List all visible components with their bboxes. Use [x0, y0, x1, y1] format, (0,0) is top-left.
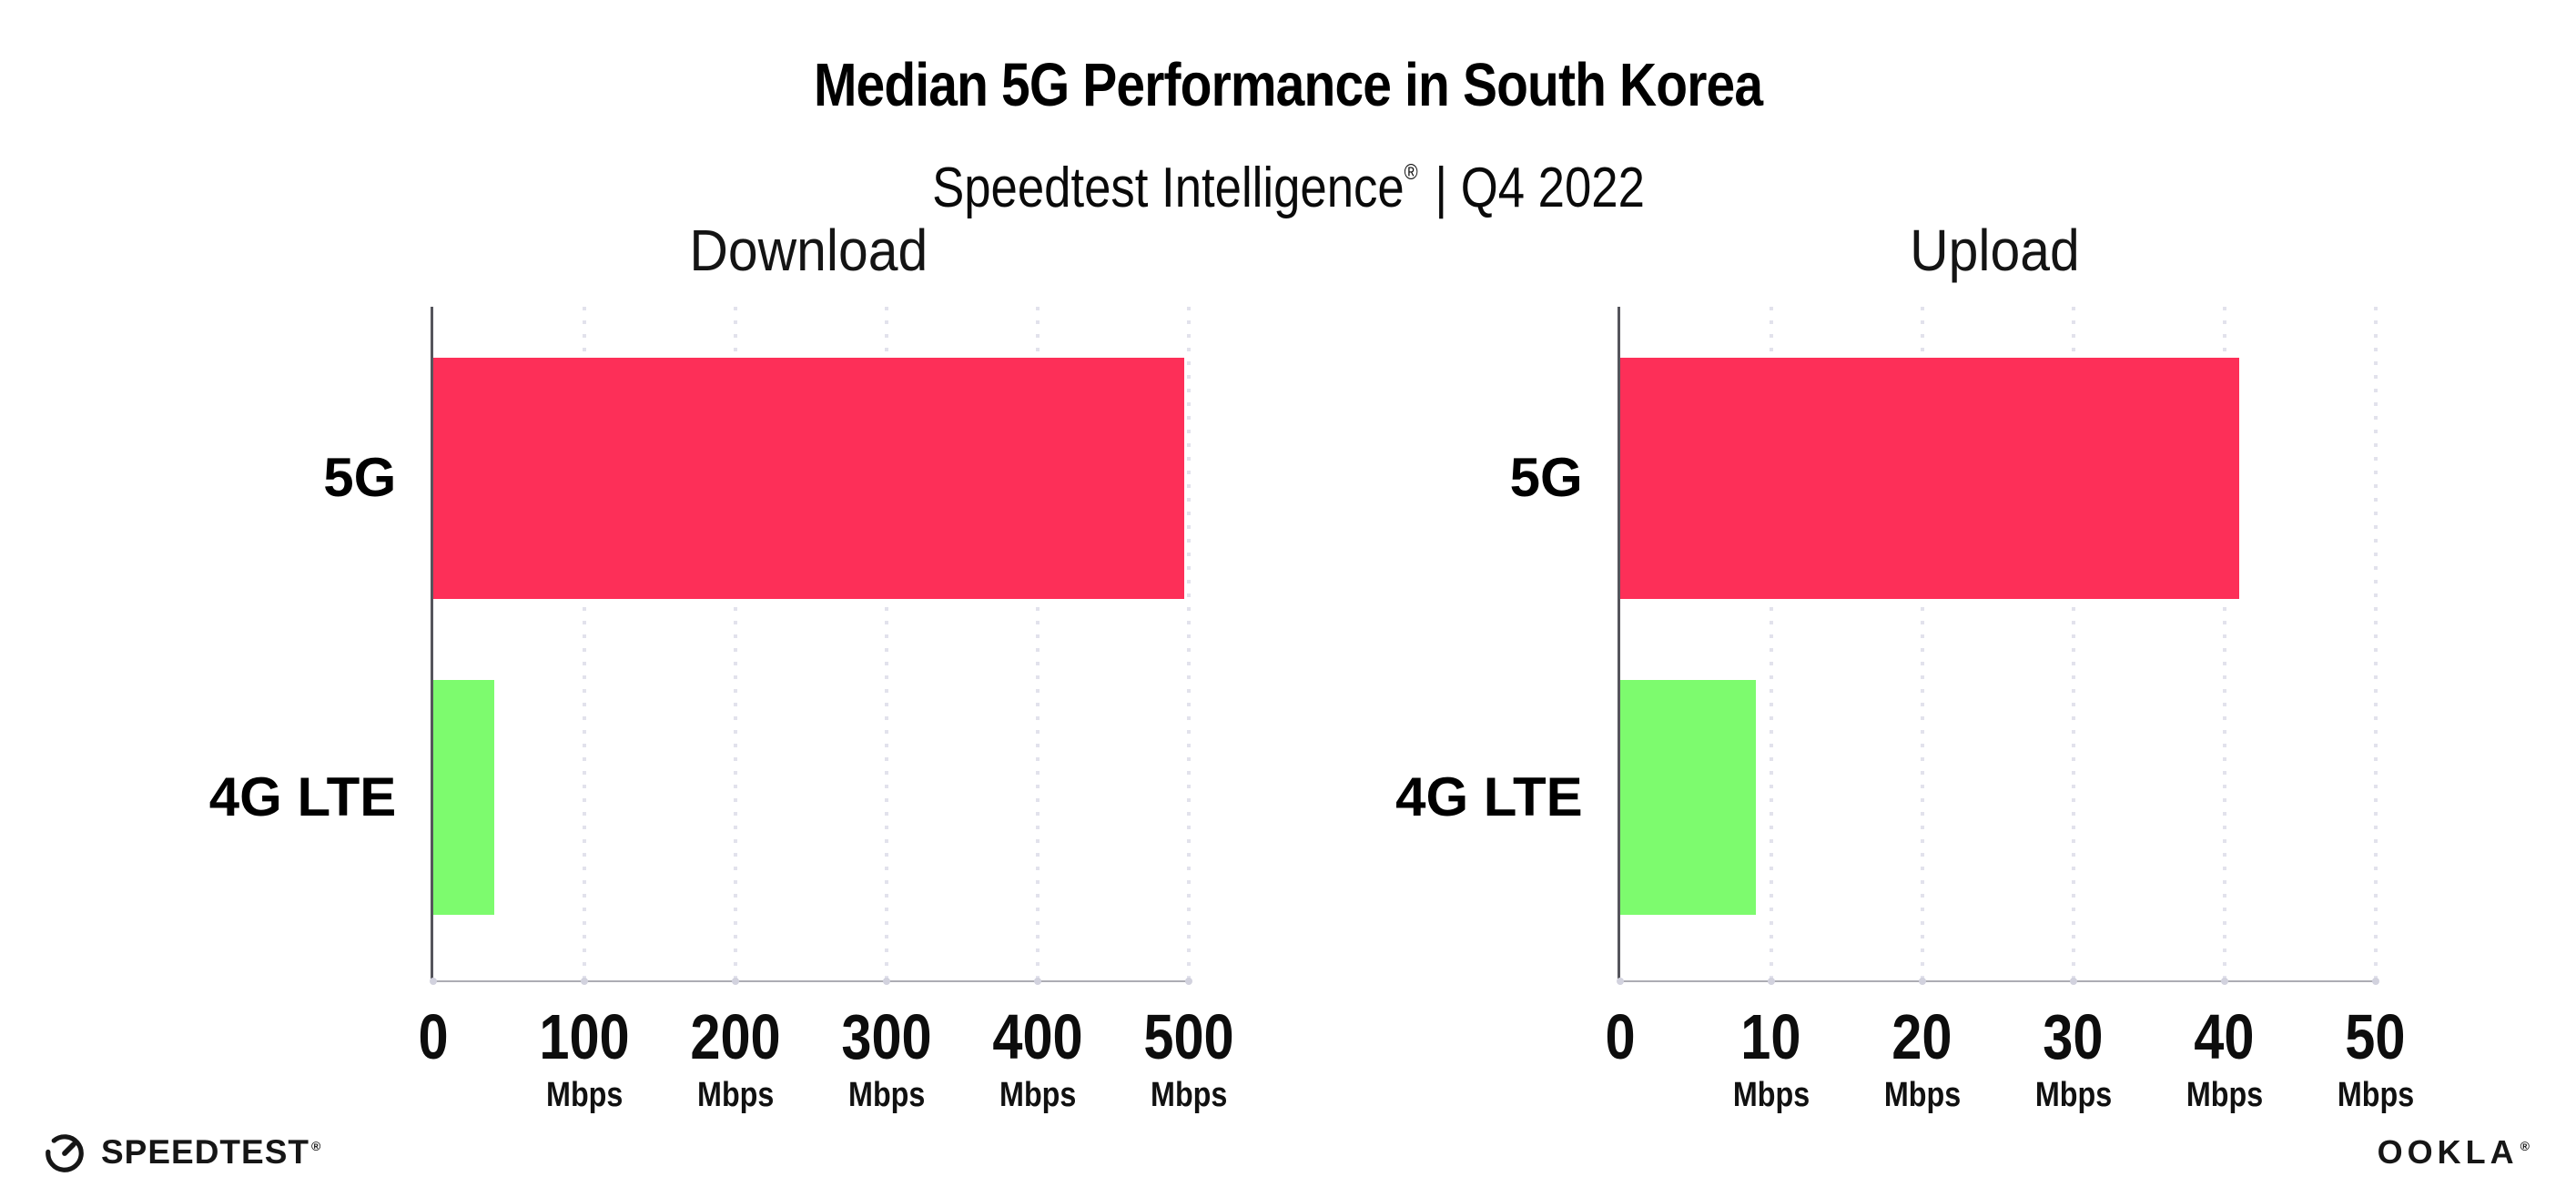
tick-number: 500: [1143, 1001, 1234, 1072]
category-label-4g-lte: 4G LTE: [208, 766, 397, 827]
bar-5g: [433, 357, 1185, 599]
chart-title-download: Download: [689, 218, 928, 283]
tick-dot-300: [883, 978, 891, 985]
y-axis-labels: 5G 4G LTE: [1390, 307, 1618, 981]
category-label-5g: 5G: [323, 447, 397, 509]
x-axis-line: [431, 980, 1190, 982]
registered-mark: ®: [1404, 160, 1418, 186]
gridline-500: [1187, 307, 1192, 980]
tick-number: 20: [1891, 1001, 1952, 1072]
charts-row: Download 5G 4G LTE 0 100 Mbps 200 Mbps 300 Mbps…: [0, 218, 2576, 1112]
ookla-wordmark: OOKLA ®: [2377, 1133, 2534, 1171]
registered-mark: ®: [2520, 1139, 2534, 1153]
gridline-40: [2222, 307, 2226, 980]
tick-number: 400: [992, 1001, 1083, 1072]
tick-unit-label: Mbps: [1732, 1076, 1810, 1114]
axis-tick-20: 20 Mbps: [1877, 1005, 1967, 1112]
tick-dot-10: [1767, 978, 1775, 985]
tick-dot-50: [2371, 978, 2379, 985]
axis-tick-500: 500 Mbps: [1136, 1005, 1242, 1112]
subtitle: Speedtest Intelligence® | Q4 2022: [0, 158, 2576, 218]
tick-unit-label: Mbps: [2186, 1076, 2263, 1114]
tick-dot-0: [430, 978, 438, 985]
tick-dot-40: [2220, 978, 2228, 985]
tick-dot-20: [1918, 978, 1926, 985]
tick-dot-200: [732, 978, 740, 985]
axis-tick-400: 400 Mbps: [985, 1005, 1091, 1112]
x-axis-line: [1617, 980, 2376, 982]
tick-number: 0: [418, 1001, 449, 1072]
speedtest-logo: SPEEDTEST ®: [42, 1130, 321, 1175]
tick-number: 300: [841, 1001, 932, 1072]
plot-area: 0 100 Mbps 200 Mbps 300 Mbps 400 Mbps 500 Mbps: [419, 307, 1234, 1112]
category-label-5g: 5G: [1509, 447, 1583, 509]
axis-tick-50: 50 Mbps: [2330, 1005, 2420, 1112]
tick-dot-30: [2069, 978, 2077, 985]
axis-tick-40: 40 Mbps: [2179, 1005, 2269, 1112]
tick-number: 10: [1740, 1001, 1801, 1072]
tick-number: 40: [2194, 1001, 2255, 1072]
speedtest-wordmark: SPEEDTEST ®: [101, 1133, 322, 1171]
gridline-20: [1920, 307, 1924, 980]
tick-dot-400: [1034, 978, 1042, 985]
tick-unit-label: Mbps: [2337, 1076, 2414, 1114]
axis-tick-100: 100 Mbps: [532, 1005, 638, 1112]
category-label-4g-lte: 4G LTE: [1395, 766, 1583, 827]
gridline-200: [734, 307, 738, 980]
gridline-50: [2373, 307, 2378, 980]
axis-tick-30: 30 Mbps: [2028, 1005, 2118, 1112]
tick-number: 200: [690, 1001, 781, 1072]
tick-number: 50: [2345, 1001, 2406, 1072]
gridline-100: [583, 307, 587, 980]
tick-unit-label: Mbps: [999, 1076, 1077, 1114]
tick-unit-label: Mbps: [848, 1076, 926, 1114]
gridline-30: [2071, 307, 2075, 980]
axis-tick-0: 0: [1602, 1005, 1638, 1069]
tick-unit-label: Mbps: [546, 1076, 624, 1114]
bar-5g: [1619, 357, 2240, 599]
y-axis-labels: 5G 4G LTE: [203, 307, 431, 981]
tick-dot-0: [1616, 978, 1624, 985]
tick-dot-100: [581, 978, 589, 985]
tick-unit-label: Mbps: [2034, 1076, 2112, 1114]
bar-4g-lte: [1619, 679, 1757, 915]
main-title-text: Median 5G Performance in South Korea: [813, 50, 1763, 119]
axis-tick-300: 300 Mbps: [834, 1005, 940, 1112]
download-chart: Download 5G 4G LTE 0 100 Mbps 200 Mbps 300 Mbps…: [203, 218, 1234, 1112]
upload-chart: Upload 5G 4G LTE 0 10 Mbps 20 Mbps 30 Mbps 40 Mbp…: [1390, 218, 2414, 1112]
tick-number: 100: [539, 1001, 630, 1072]
tick-unit-label: Mbps: [697, 1076, 775, 1114]
axis-tick-200: 200 Mbps: [683, 1005, 789, 1112]
subtitle-brand: Speedtest Intelligence: [931, 157, 1405, 220]
speedtest-gauge-icon: [46, 1134, 84, 1172]
footer: SPEEDTEST ® OOKLA ®: [42, 1130, 2534, 1175]
chart-title-upload: Upload: [1910, 218, 2080, 283]
gridline-300: [885, 307, 889, 980]
axis-tick-10: 10 Mbps: [1726, 1005, 1816, 1112]
tick-dot-500: [1185, 978, 1193, 985]
registered-mark: ®: [311, 1139, 322, 1153]
plot-area: 0 10 Mbps 20 Mbps 30 Mbps 40 Mbps 50 Mbps: [1605, 307, 2414, 1112]
chart-body: 5G 4G LTE 0 100 Mbps 200 Mbps 300 Mbps 400 Mbps 50…: [203, 307, 1234, 1112]
main-title: Median 5G Performance in South Korea: [0, 50, 2576, 119]
chart-body: 5G 4G LTE 0 10 Mbps 20 Mbps 30 Mbps 40 Mbps 50 Mbps: [1390, 307, 2414, 1112]
axis-tick-0: 0: [416, 1005, 451, 1069]
bar-4g-lte: [433, 679, 494, 915]
tick-unit-label: Mbps: [1151, 1076, 1228, 1114]
header: Median 5G Performance in South Korea Spe…: [0, 0, 2576, 218]
tick-number: 30: [2043, 1001, 2104, 1072]
gridline-400: [1036, 307, 1040, 980]
gridline-10: [1769, 307, 1773, 980]
tick-number: 0: [1605, 1001, 1636, 1072]
subtitle-period: | Q4 2022: [1434, 157, 1645, 220]
tick-unit-label: Mbps: [1883, 1076, 1961, 1114]
